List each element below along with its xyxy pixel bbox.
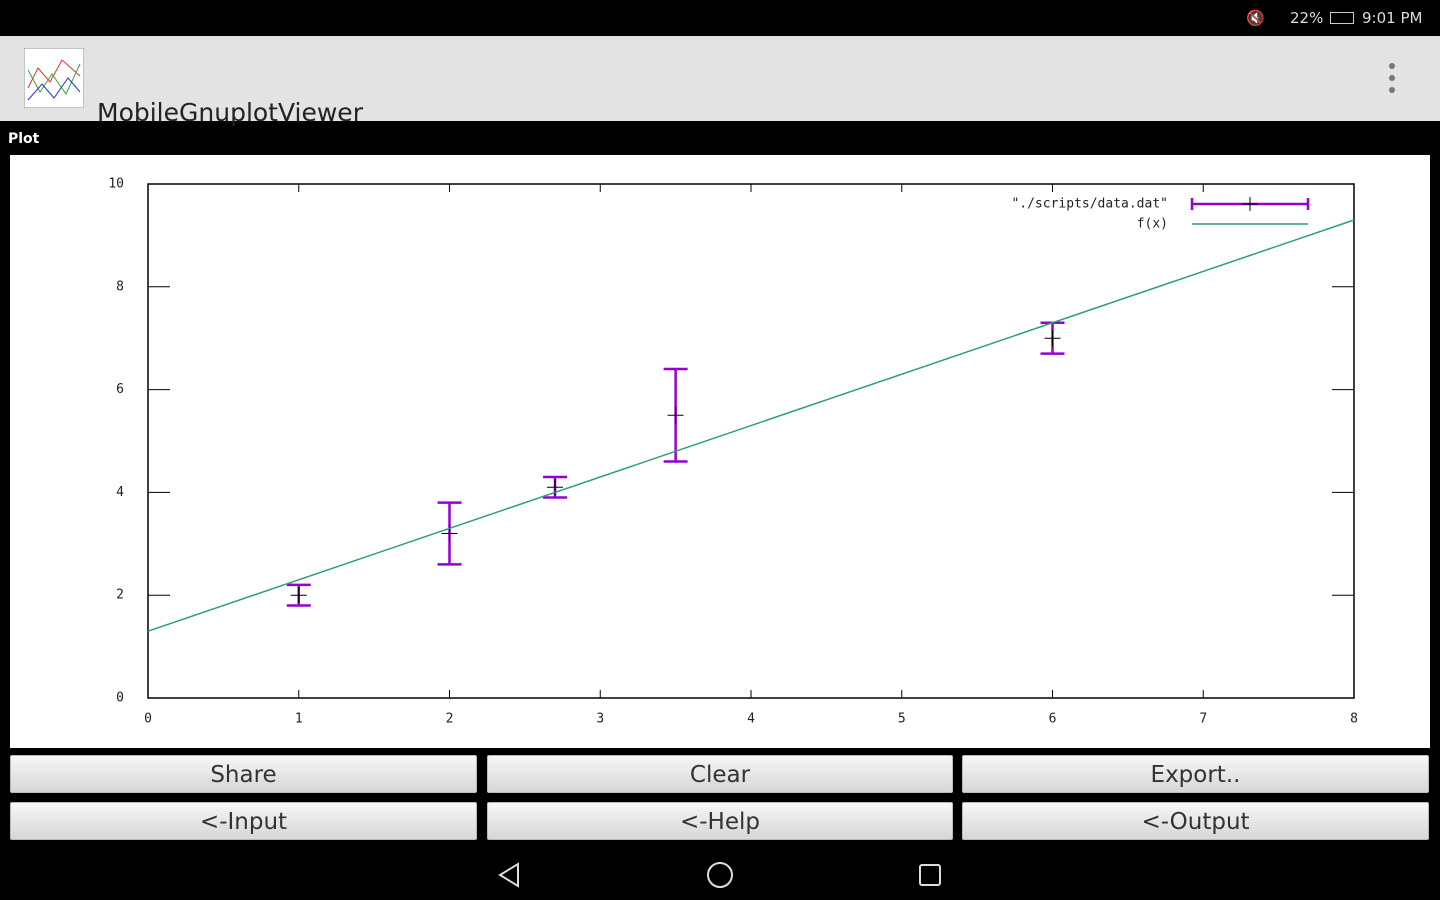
y-tick-label: 10 (108, 177, 124, 192)
back-button[interactable] (498, 862, 519, 888)
clock: 9:01 PM (1362, 9, 1423, 27)
battery-level: 22% (1290, 9, 1324, 27)
panel-label: Plot (8, 131, 40, 147)
plot-border (147, 183, 1355, 699)
chart: 0 1 2 3 4 5 6 7 8 0 2 4 6 8 10 "./scripts/data.dat" f(x) (10, 155, 1430, 748)
x-tick-label: 1 (295, 712, 303, 727)
button[interactable]: Clear (487, 755, 953, 793)
x-tick-label: 5 (898, 712, 906, 727)
app-bar: MobileGnuplotViewer (0, 36, 1440, 127)
home-button[interactable] (707, 862, 733, 888)
y-tick-label: 8 (116, 279, 124, 294)
x-tick-label: 0 (144, 712, 152, 727)
x-tick-label: 4 (747, 712, 755, 727)
x-tick-label: 2 (446, 712, 454, 727)
data-point (667, 407, 684, 424)
battery-icon (1330, 12, 1354, 24)
button[interactable]: <-Help (487, 802, 953, 840)
nav-bar (498, 862, 941, 888)
button[interactable]: <-Input (10, 802, 477, 840)
app-icon (24, 48, 84, 108)
x-tick-label: 8 (1350, 712, 1358, 727)
fit-line (147, 219, 1355, 632)
status-bar: 🔇 22% 9:01 PM (0, 0, 1440, 36)
y-tick-label: 0 (116, 691, 124, 706)
button[interactable]: <-Output (962, 802, 1429, 840)
overflow-menu[interactable] (1382, 60, 1402, 96)
button[interactable]: Share (10, 755, 477, 793)
recents-button[interactable] (919, 864, 941, 886)
legend-label: "./scripts/data.dat" (1011, 197, 1168, 212)
x-tick-label: 7 (1199, 712, 1207, 727)
app-title: MobileGnuplotViewer (97, 98, 363, 127)
x-tick-label: 6 (1049, 712, 1057, 727)
y-tick-label: 2 (116, 588, 124, 603)
y-tick-label: 4 (116, 485, 124, 500)
data-point (1044, 330, 1061, 347)
y-tick-label: 6 (116, 382, 124, 397)
legend-swatch (1242, 197, 1258, 211)
mute-icon: 🔇 (1246, 9, 1265, 27)
data-point (290, 587, 307, 604)
button[interactable]: Export.. (962, 755, 1429, 793)
x-tick-label: 3 (596, 712, 604, 727)
legend-label: f(x) (1137, 217, 1168, 232)
